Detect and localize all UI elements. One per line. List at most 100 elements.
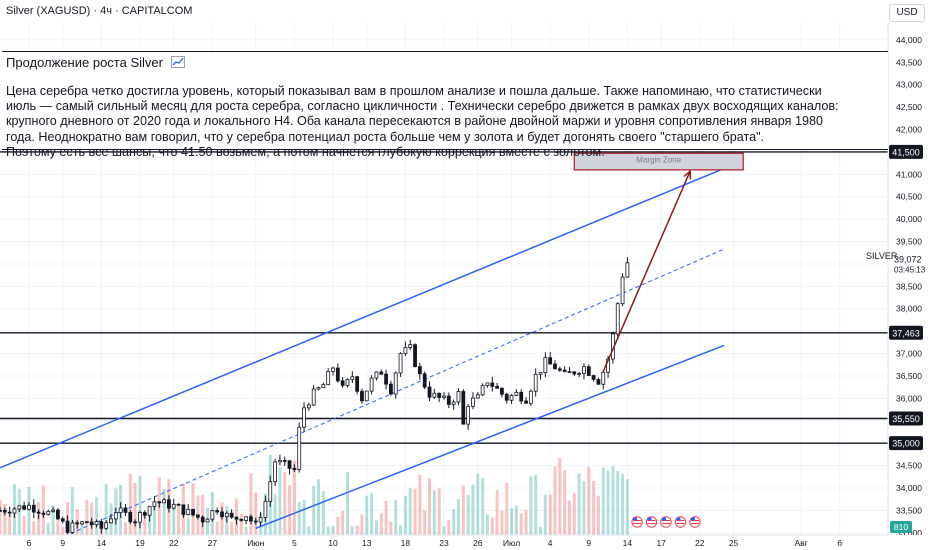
candles: [0, 257, 630, 534]
volume-bar: [471, 484, 475, 535]
candle: [118, 507, 123, 514]
volume-bar: [606, 470, 610, 535]
volume-bar: [601, 467, 605, 535]
volume-bar: [365, 495, 369, 535]
candle: [157, 501, 162, 504]
candle: [31, 504, 36, 513]
channels: [0, 167, 725, 550]
candle: [456, 391, 461, 403]
volume-bar: [611, 466, 615, 535]
volume-bar: [567, 500, 571, 535]
candle: [70, 522, 75, 533]
candle: [413, 344, 417, 367]
volume-bar: [616, 470, 620, 535]
volume-bar: [152, 505, 156, 535]
volume-bar: [360, 514, 364, 535]
candle: [152, 501, 157, 507]
volume-bar: [625, 479, 629, 535]
volume-badge: [890, 521, 912, 533]
candle: [625, 262, 630, 278]
symbol-header[interactable]: Silver (XAGUSD) · 4ч · CAPITALCOM: [6, 5, 193, 17]
candle: [200, 516, 205, 523]
price-tick-label: 36,000: [896, 393, 922, 403]
volume-bar: [389, 521, 393, 535]
candle: [562, 369, 567, 372]
candle: [109, 518, 113, 524]
candle: [524, 400, 528, 404]
volume-bar: [138, 475, 142, 535]
candle: [302, 407, 306, 428]
candle: [509, 395, 514, 401]
candle: [543, 357, 548, 373]
time-tick-label: 6: [837, 538, 842, 548]
candle: [355, 376, 360, 392]
time-axis-bg: [0, 535, 932, 550]
candle: [123, 507, 128, 513]
candle: [99, 521, 104, 529]
volume-bar: [128, 473, 132, 535]
chart-up-icon: [170, 56, 185, 68]
volume-bar: [297, 501, 301, 535]
candle: [278, 460, 282, 463]
candle: [345, 379, 350, 386]
candle: [94, 521, 99, 526]
candle: [167, 499, 171, 509]
price-tick-label: 39,500: [896, 237, 922, 247]
volume-bar: [447, 519, 451, 535]
time-tick-label: Авг: [794, 538, 807, 548]
price-tick-label: 38,500: [896, 281, 922, 291]
candle: [268, 481, 273, 502]
volume-bar: [51, 505, 55, 535]
volume-bar: [596, 495, 600, 535]
volume-bar: [408, 488, 412, 535]
candle: [620, 276, 625, 305]
price-tick-label: 43,500: [896, 57, 922, 67]
time-tick-label: 5: [292, 538, 297, 548]
volume-bar: [70, 487, 74, 535]
channel-lower-line: [255, 344, 725, 529]
idea-body: Цена серебра четко достигла уровень, кот…: [6, 84, 888, 160]
annotations: Margin Zone: [573, 152, 744, 528]
candle: [374, 371, 379, 379]
candle: [519, 391, 524, 402]
candle: [142, 512, 147, 516]
price-tick-label: 42,000: [896, 125, 922, 135]
level-tag: [889, 325, 923, 340]
volume-bar: [432, 490, 436, 535]
volume-bar: [428, 478, 432, 535]
volume-bar: [123, 522, 127, 535]
candle: [596, 379, 601, 385]
price-tick-label: 37,000: [896, 349, 922, 359]
candle: [398, 353, 403, 374]
flag-canton: [647, 517, 652, 521]
candle: [220, 511, 224, 518]
level-label: 35,000: [892, 439, 920, 449]
volume-bar: [230, 522, 234, 535]
volume-bar: [374, 520, 378, 535]
candle: [475, 394, 480, 399]
candle: [379, 371, 384, 375]
time-tick-label: 18: [401, 538, 411, 548]
volume-bar: [461, 485, 465, 535]
instrument-label: SILVER: [866, 251, 898, 261]
idea-title: Продолжение роста Silver: [6, 55, 185, 70]
volume-bar: [500, 510, 504, 535]
candle: [384, 373, 388, 385]
currency-button[interactable]: USD: [889, 4, 925, 22]
candle: [500, 387, 504, 395]
time-tick-label: 25: [729, 538, 739, 548]
volume-bar: [384, 500, 388, 535]
flag-canton: [662, 517, 666, 521]
idea-line: июль — самый сильный месяц для роста сер…: [6, 99, 839, 114]
candle: [36, 511, 41, 514]
candle: [350, 376, 355, 380]
time-tick-label: 9: [60, 538, 65, 548]
volume-bar: [273, 493, 277, 535]
candle: [490, 382, 495, 387]
time-tick-label: 27: [208, 538, 218, 548]
candle: [553, 363, 557, 370]
volume-bar: [495, 489, 499, 535]
candle: [311, 388, 316, 406]
volume-bar: [331, 526, 335, 535]
